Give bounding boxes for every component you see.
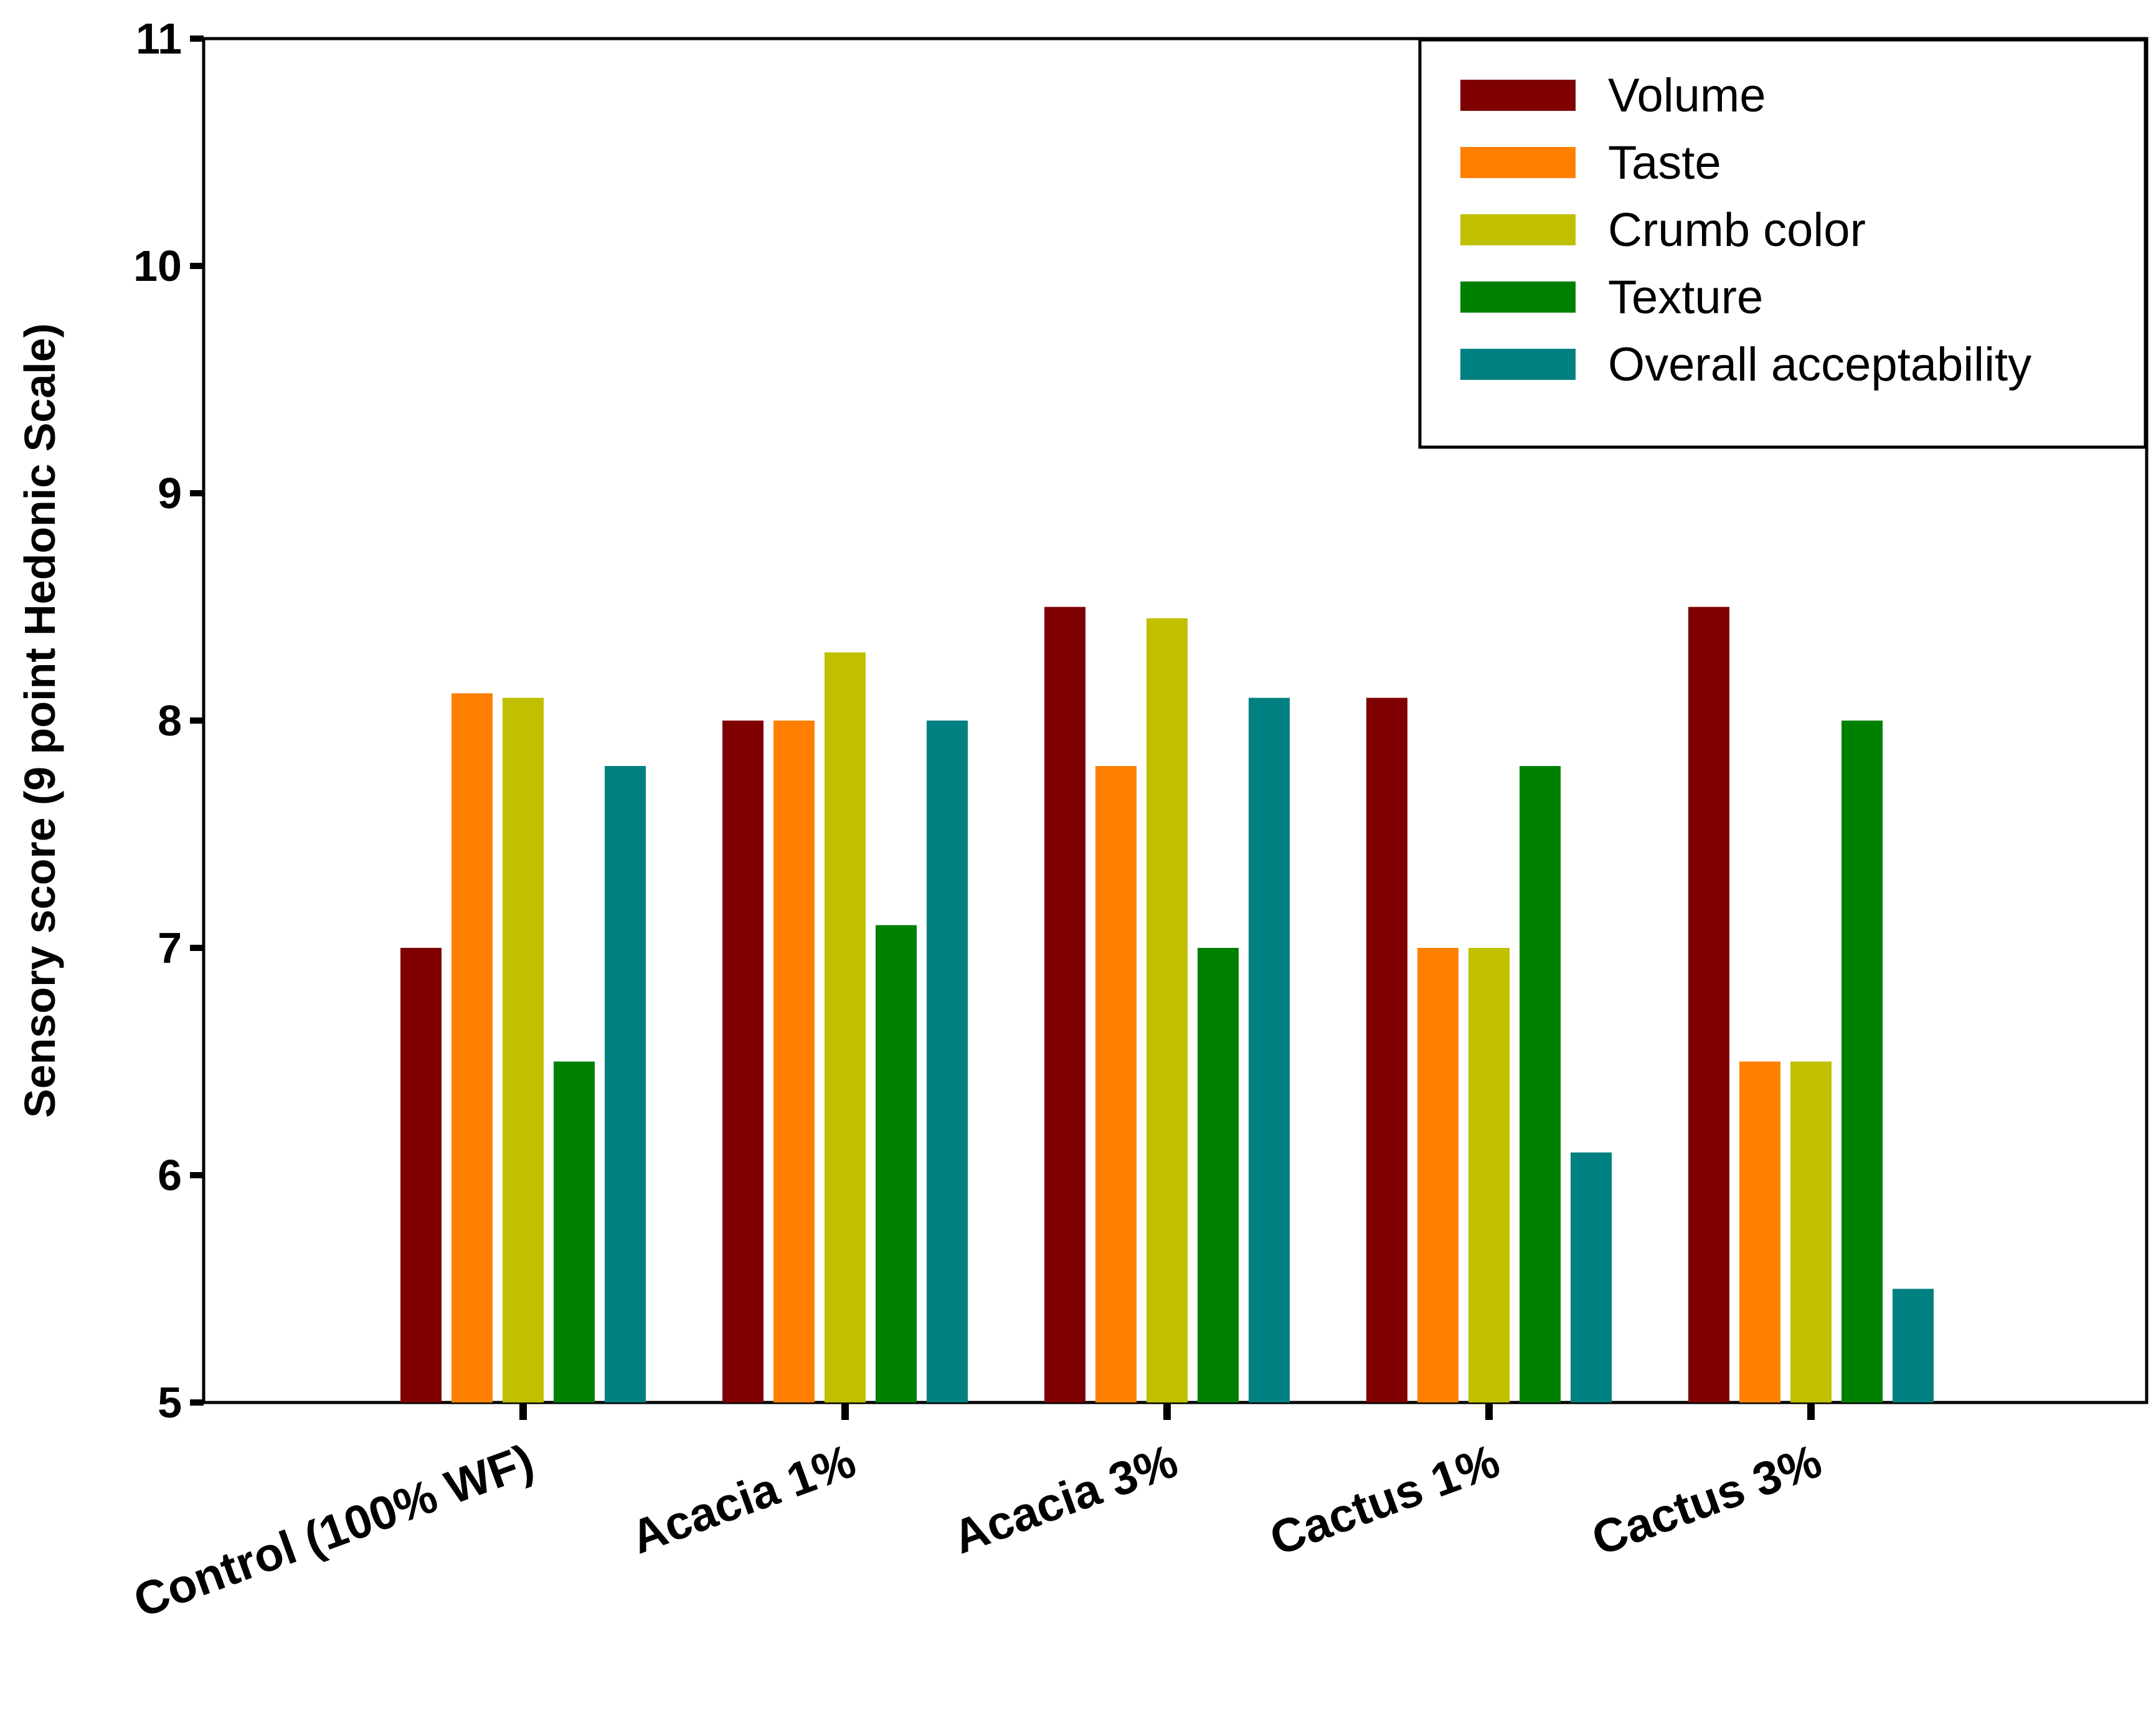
x-tick-label: Control (100% WF) xyxy=(127,1434,541,1628)
bar-crumb-color-1 xyxy=(503,698,544,1402)
bar-volume-1 xyxy=(400,948,442,1402)
x-tick-label: Acacia 3% xyxy=(946,1434,1184,1564)
bar-taste-2 xyxy=(773,721,815,1402)
legend-label: Crumb color xyxy=(1608,204,1866,257)
bar-crumb-color-5 xyxy=(1790,1061,1832,1402)
y-tick-label: 8 xyxy=(158,696,182,745)
bar-taste-1 xyxy=(452,693,493,1402)
bar-volume-2 xyxy=(722,721,764,1402)
bar-crumb-color-3 xyxy=(1147,618,1188,1402)
bar-taste-3 xyxy=(1095,766,1137,1402)
bar-texture-4 xyxy=(1520,766,1561,1402)
y-tick-label: 6 xyxy=(158,1151,182,1199)
x-tick-label: Cactus 1% xyxy=(1264,1434,1506,1566)
legend-swatch-overall-acceptability xyxy=(1460,349,1576,380)
bar-overall-acceptability-2 xyxy=(927,721,968,1402)
legend-label: Texture xyxy=(1608,271,1763,324)
bar-taste-5 xyxy=(1739,1061,1780,1402)
x-tick-label: Cactus 3% xyxy=(1586,1434,1828,1566)
bar-texture-3 xyxy=(1198,948,1239,1402)
bar-texture-1 xyxy=(554,1061,595,1402)
x-axis: Control (100% WF) Acacia 1% Acacia 3% Cactu… xyxy=(127,1402,1828,1628)
bar-overall-acceptability-5 xyxy=(1893,1289,1934,1402)
bar-overall-acceptability-4 xyxy=(1571,1152,1612,1402)
y-axis: 5 6 7 8 9 10 11 xyxy=(133,14,204,1427)
legend: Volume Taste Crumb color Texture Overall acc… xyxy=(1418,38,2147,449)
legend-label: Volume xyxy=(1608,69,1766,122)
y-tick-label: 10 xyxy=(133,242,182,290)
bar-crumb-color-2 xyxy=(825,652,866,1402)
y-axis-title: Sensory score (9 point Hedonic Scale) xyxy=(16,323,64,1118)
legend-label: Taste xyxy=(1608,136,1721,189)
bars-layer xyxy=(400,607,1934,1402)
bar-overall-acceptability-1 xyxy=(605,766,646,1402)
y-tick-label: 5 xyxy=(158,1378,182,1427)
legend-swatch-taste xyxy=(1460,147,1576,178)
y-tick-label: 11 xyxy=(136,14,182,63)
legend-swatch-volume xyxy=(1460,80,1576,111)
x-tick-label: Acacia 1% xyxy=(624,1434,862,1564)
bar-texture-5 xyxy=(1842,721,1883,1402)
bar-volume-3 xyxy=(1044,607,1085,1402)
bar-overall-acceptability-3 xyxy=(1249,698,1290,1402)
bar-texture-2 xyxy=(876,925,917,1402)
bar-volume-4 xyxy=(1366,698,1407,1402)
bar-taste-4 xyxy=(1417,948,1459,1402)
legend-swatch-texture xyxy=(1460,281,1576,313)
legend-swatch-crumb-color xyxy=(1460,214,1576,245)
y-tick-label: 7 xyxy=(158,924,182,972)
y-tick-label: 9 xyxy=(158,469,182,518)
legend-label: Overall acceptability xyxy=(1608,338,2031,391)
bar-crumb-color-4 xyxy=(1468,948,1510,1402)
bar-volume-5 xyxy=(1688,607,1729,1402)
